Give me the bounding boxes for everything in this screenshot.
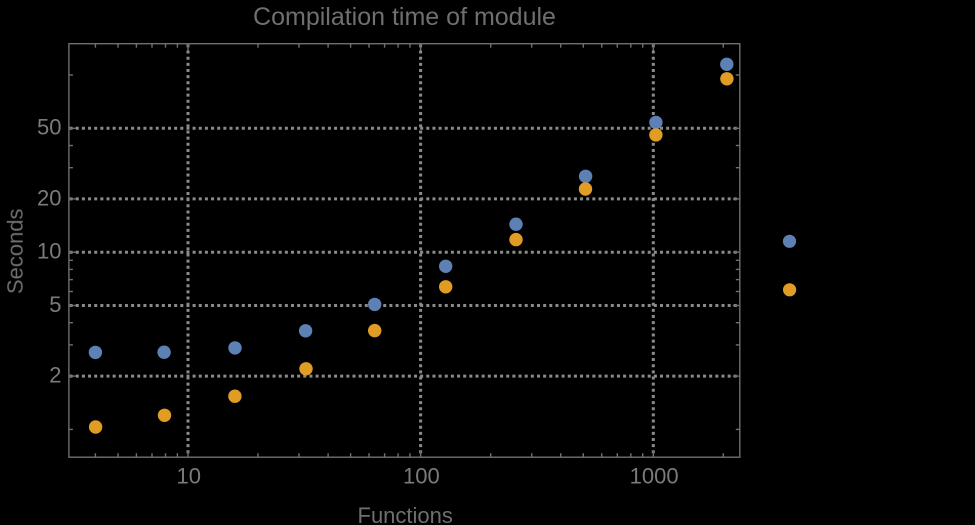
svg-text:Functions: Functions [358, 503, 453, 525]
svg-text:5: 5 [49, 292, 61, 317]
svg-text:100: 100 [403, 464, 440, 489]
svg-text:50: 50 [37, 115, 61, 140]
svg-text:10: 10 [177, 464, 201, 489]
svg-text:20: 20 [37, 185, 61, 210]
svg-text:Compilation time of module: Compilation time of module [253, 3, 556, 31]
svg-text:10: 10 [37, 239, 61, 264]
svg-text:1000: 1000 [630, 464, 679, 489]
svg-text:Seconds: Seconds [3, 208, 28, 294]
svg-text:2: 2 [49, 363, 61, 388]
